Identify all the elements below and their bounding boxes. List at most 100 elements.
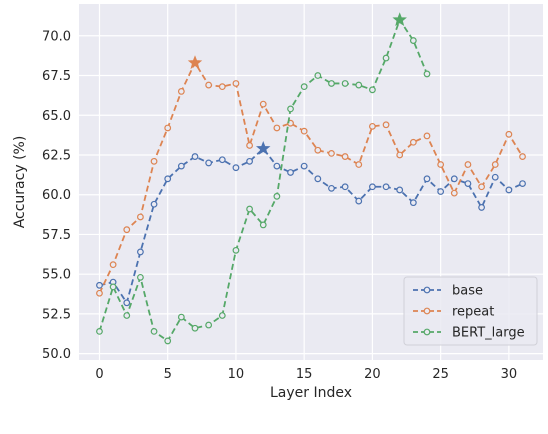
- x-tick-label: 30: [501, 367, 518, 382]
- legend-label-repeat: repeat: [452, 305, 494, 320]
- x-tick-label: 0: [95, 367, 103, 382]
- data-point-repeat: [478, 183, 485, 191]
- data-point-repeat: [259, 100, 267, 108]
- data-point-base: [287, 169, 294, 176]
- data-point-repeat: [355, 161, 363, 168]
- legend-marker-bert-large: [423, 328, 431, 336]
- y-tick-label: 50.0: [42, 347, 71, 362]
- best-point-star-base: [255, 141, 271, 155]
- data-point-bert-large: [300, 83, 308, 91]
- y-tick-labels: 50.0 52.5 55.0 57.5 60.0 62.5 65.0 67.5 70.0: [42, 29, 71, 362]
- y-axis-label: Accuracy (%): [12, 136, 28, 229]
- data-point-repeat: [464, 161, 472, 168]
- data-point-repeat: [150, 157, 158, 165]
- data-point-base: [300, 162, 308, 170]
- data-point-repeat: [246, 142, 253, 149]
- data-point-base: [246, 157, 253, 165]
- data-point-bert-large: [164, 337, 172, 345]
- data-point-repeat: [232, 80, 240, 87]
- x-tick-label: 5: [164, 367, 172, 382]
- series-layer: [96, 12, 526, 345]
- data-point-repeat: [218, 83, 226, 91]
- data-point-base: [123, 299, 131, 307]
- data-point-bert-large: [123, 312, 131, 319]
- data-point-repeat: [382, 121, 390, 129]
- data-point-repeat: [423, 132, 431, 140]
- data-point-base: [273, 162, 281, 170]
- data-point-bert-large: [355, 81, 363, 89]
- data-point-bert-large: [137, 273, 144, 281]
- data-point-base: [150, 200, 158, 208]
- data-point-bert-large: [314, 72, 322, 79]
- data-point-repeat: [505, 130, 513, 138]
- data-point-base: [491, 173, 499, 181]
- data-point-base: [96, 281, 103, 289]
- data-point-repeat: [341, 153, 349, 160]
- series-repeat: [96, 55, 526, 297]
- data-point-repeat: [491, 161, 499, 168]
- data-point-base: [505, 186, 513, 194]
- series-base: [96, 141, 526, 307]
- y-tick-label: 62.5: [42, 148, 71, 163]
- data-point-bert-large: [369, 86, 376, 94]
- y-tick-label: 52.5: [42, 307, 71, 322]
- data-point-base: [328, 184, 335, 192]
- best-point-star-bert-large: [392, 12, 407, 27]
- data-point-bert-large: [205, 321, 213, 329]
- data-point-bert-large: [150, 327, 158, 335]
- y-tick-label: 65.0: [42, 109, 71, 124]
- data-point-base: [450, 175, 458, 183]
- y-tick-label: 60.0: [42, 188, 71, 203]
- data-point-repeat: [273, 124, 281, 132]
- y-tick-label: 70.0: [42, 29, 71, 44]
- data-point-base: [232, 164, 240, 172]
- data-point-repeat: [314, 146, 322, 154]
- data-point-base: [464, 180, 472, 187]
- data-point-repeat: [164, 124, 172, 132]
- data-point-bert-large: [382, 54, 390, 62]
- data-point-bert-large: [341, 80, 349, 87]
- x-tick-label: 10: [228, 367, 245, 382]
- series-line-repeat: [98, 60, 524, 294]
- data-point-repeat: [109, 261, 117, 269]
- x-tick-labels: 0 5 10 15 20 25 30: [95, 367, 517, 382]
- data-point-bert-large: [287, 105, 294, 113]
- x-axis-label: Layer Index: [270, 385, 352, 401]
- data-point-base: [355, 197, 363, 205]
- legend: base repeat BERT_large: [403, 276, 538, 346]
- data-point-repeat: [369, 122, 376, 130]
- y-tick-label: 55.0: [42, 268, 71, 283]
- legend-label-bert-large: BERT_large: [452, 326, 525, 341]
- y-tick-label: 67.5: [42, 69, 71, 84]
- data-point-bert-large: [218, 312, 226, 319]
- x-tick-label: 20: [364, 367, 381, 382]
- data-point-base: [314, 175, 322, 183]
- data-point-base: [191, 153, 199, 160]
- data-point-repeat: [450, 189, 458, 197]
- data-point-repeat: [123, 226, 131, 234]
- data-point-bert-large: [328, 80, 335, 87]
- best-point-star-repeat: [187, 55, 203, 69]
- data-point-bert-large: [191, 324, 199, 332]
- data-point-repeat: [300, 127, 308, 135]
- data-point-bert-large: [423, 70, 431, 78]
- y-tick-label: 57.5: [42, 228, 71, 243]
- data-point-base: [396, 186, 404, 194]
- data-point-repeat: [205, 81, 213, 89]
- data-point-base: [478, 204, 485, 211]
- data-point-base: [382, 183, 390, 191]
- data-point-repeat: [177, 88, 185, 95]
- data-point-repeat: [409, 138, 417, 146]
- data-point-base: [341, 183, 349, 191]
- data-point-repeat: [396, 151, 404, 159]
- data-point-base: [437, 188, 445, 195]
- data-point-repeat: [519, 153, 526, 160]
- data-point-base: [423, 175, 431, 183]
- x-tick-label: 15: [296, 367, 313, 382]
- data-point-base: [369, 183, 376, 191]
- data-point-repeat: [96, 289, 103, 297]
- data-point-base: [519, 180, 526, 187]
- data-point-bert-large: [246, 205, 253, 213]
- data-point-bert-large: [232, 246, 240, 254]
